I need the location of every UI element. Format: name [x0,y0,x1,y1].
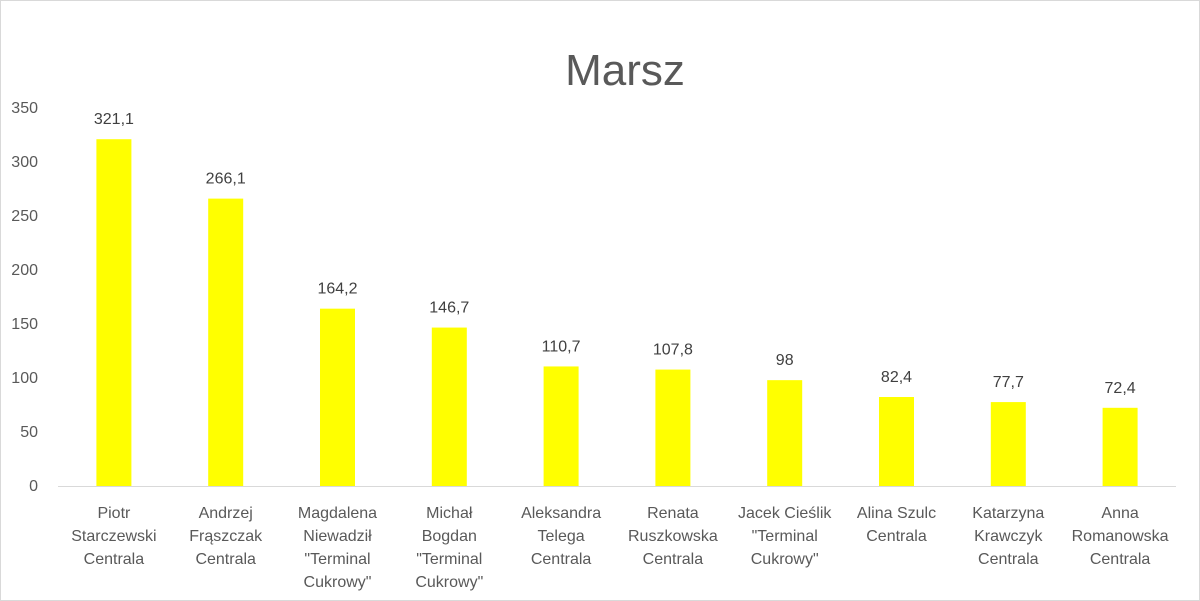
category-label: Jacek Cieślik "Terminal Cukrowy" [738,505,832,568]
category-label-line: Aleksandra [521,505,601,522]
y-tick-label: 100 [11,370,38,387]
category-label-line: Centrala [866,528,927,545]
category-label: Andrzej Frąszczak Centrala [189,505,263,568]
y-tick-label: 0 [29,478,38,495]
y-tick-label: 250 [11,208,38,225]
category-label-line: Frąszczak [189,528,263,545]
category-label-line: Centrala [643,551,704,568]
category-label-line: Alina Szulc [857,505,936,522]
bar [431,327,467,486]
category-label-line: "Terminal [416,551,482,568]
category-label: Renata Ruszkowska Centrala [628,505,718,568]
bar [767,380,803,486]
category-label: Michał Bogdan "Terminal Cukrowy" [415,505,483,591]
data-label: 72,4 [1105,380,1136,397]
y-tick-label: 200 [11,262,38,279]
category-label-line: Magdalena [298,505,377,522]
data-label: 82,4 [881,369,912,386]
category-label: Alina Szulc Centrala [857,505,936,545]
y-tick-label: 350 [11,100,38,117]
category-label-line: Ruszkowska [628,528,718,545]
y-axis: 0 50 100 150 200 250 300 350 [11,100,38,495]
category-label-line: Centrala [1090,551,1151,568]
chart-title: Marsz [565,46,685,95]
data-label: 107,8 [653,342,693,359]
bar [543,366,579,486]
data-label: 77,7 [993,374,1024,391]
bar [208,198,244,486]
category-label-line: Andrzej [199,505,253,522]
category-label: Aleksandra Telega Centrala [521,505,601,568]
bar [320,308,355,486]
data-label: 321,1 [94,111,134,128]
y-tick-label: 50 [20,424,38,441]
category-label-line: Niewadził [303,528,372,545]
category-label-line: Starczewski [71,528,156,545]
data-label: 110,7 [542,338,581,355]
x-axis: Piotr Starczewski Centrala Andrzej Frąszczak… [58,486,1176,591]
bars-group [96,139,1138,486]
category-label-line: Anna [1101,505,1138,522]
data-label: 266,1 [206,171,246,188]
category-label: Katarzyna Krawczyk Centrala [972,505,1044,568]
category-label-line: Centrala [84,551,145,568]
category-label-line: Michał [426,505,473,522]
category-label: Anna Romanowska Centrala [1072,505,1169,568]
category-label: Piotr Starczewski Centrala [71,505,156,568]
data-label: 146,7 [429,300,469,317]
bar [1102,407,1138,486]
category-label-line: Cukrowy" [304,574,372,591]
category-label-line: Krawczyk [974,528,1043,545]
category-label-line: Centrala [978,551,1039,568]
data-label: 164,2 [317,281,357,298]
category-label-line: Centrala [531,551,592,568]
category-label-line: Romanowska [1072,528,1169,545]
bar [990,402,1026,486]
category-label: Magdalena Niewadził "Terminal Cukrowy" [298,505,377,591]
category-label-line: Jacek Cieślik [738,505,832,522]
bar [879,397,914,486]
bar [96,139,132,486]
data-label: 98 [776,352,794,369]
category-label-line: Centrala [195,551,256,568]
category-label-line: Renata [647,505,699,522]
category-label-line: Cukrowy" [415,574,483,591]
category-label-line: "Terminal [304,551,370,568]
category-label-line: Bogdan [422,528,477,545]
category-label-line: Cukrowy" [751,551,819,568]
category-label-line: Piotr [97,505,131,522]
y-tick-label: 300 [11,154,38,171]
data-labels-group: 321,1 266,1 164,2 146,7 110,7 107,8 98 82,4 77,7… [94,111,1136,397]
category-label-line: "Terminal [752,528,818,545]
category-label-line: Telega [538,528,585,545]
category-label-line: Katarzyna [972,505,1044,522]
y-tick-label: 150 [11,316,38,333]
bar [655,369,691,486]
